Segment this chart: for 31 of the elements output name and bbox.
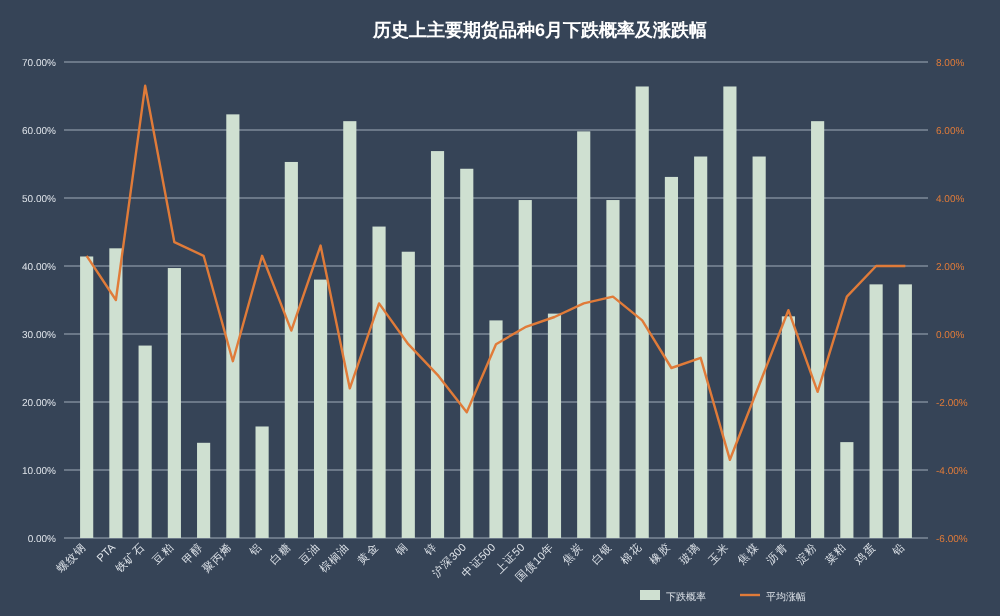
bar [664,176,679,538]
bar [694,156,708,538]
bar [109,248,123,538]
bar [138,345,152,538]
bar [547,313,562,538]
bar [606,200,620,538]
bar [401,251,415,538]
bar [430,151,445,538]
bar [635,86,649,538]
bar [343,121,357,538]
bar [80,256,94,538]
chart-title: 历史上主要期货品种6月下跌概率及涨跌幅 [370,20,708,40]
bar [460,168,474,538]
line-series [85,84,907,461]
bar [752,156,766,538]
bar [255,426,269,538]
bar [284,161,298,538]
bar [898,284,912,538]
bar [577,131,591,538]
bar [840,442,854,538]
bar [489,320,503,538]
bar [781,316,795,538]
bar [226,114,240,538]
bar [811,121,825,538]
bar [372,226,386,538]
bar [518,200,532,538]
bar [167,268,181,538]
bar [313,279,328,538]
bar [723,86,737,538]
bar [197,442,211,538]
bar [869,284,883,538]
